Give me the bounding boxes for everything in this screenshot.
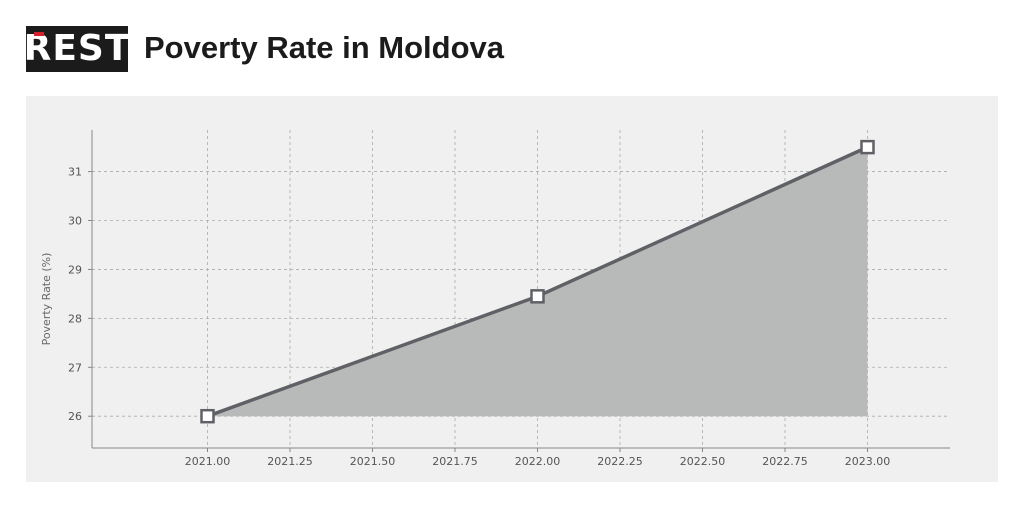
chart-title: Poverty Rate in Moldova — [144, 30, 505, 65]
logo-text: REST — [23, 28, 131, 69]
axis-layer — [88, 130, 950, 452]
data-point-marker — [860, 139, 875, 155]
poverty-rate-chart: 2021.00 2021.25 2021.50 2021.75 2022.00 2022.… — [40, 130, 950, 468]
x-tick-label: 2021.75 — [432, 455, 478, 468]
data-point-marker — [530, 289, 545, 304]
x-tick-label: 2021.00 — [185, 455, 231, 468]
y-tick-label: 29 — [68, 263, 82, 276]
x-tick-label: 2023.00 — [845, 455, 891, 468]
y-tick-label: 28 — [68, 312, 82, 325]
y-tick-label: 27 — [68, 361, 82, 374]
y-tick-label: 26 — [68, 410, 82, 423]
rest-logo: REST — [23, 26, 131, 72]
y-tick-label: 31 — [68, 166, 82, 179]
area-layer — [207, 147, 868, 417]
logo-accent-mark — [34, 32, 44, 36]
marker-layer — [200, 139, 875, 424]
x-tick-label: 2022.75 — [762, 455, 808, 468]
x-tick-label: 2022.00 — [515, 455, 561, 468]
label-layer: 2021.00 2021.25 2021.50 2021.75 2022.00 2022.… — [40, 166, 890, 468]
y-axis-label: Poverty Rate (%) — [40, 253, 53, 346]
x-tick-label: 2021.25 — [267, 455, 313, 468]
area-fill — [207, 147, 868, 417]
y-tick-label: 30 — [68, 215, 82, 228]
data-point-marker — [200, 408, 215, 424]
x-tick-label: 2021.50 — [350, 455, 396, 468]
x-tick-label: 2022.50 — [680, 455, 726, 468]
x-tick-label: 2022.25 — [597, 455, 643, 468]
chart-panel: 2021.00 2021.25 2021.50 2021.75 2022.00 2022.… — [26, 96, 998, 482]
